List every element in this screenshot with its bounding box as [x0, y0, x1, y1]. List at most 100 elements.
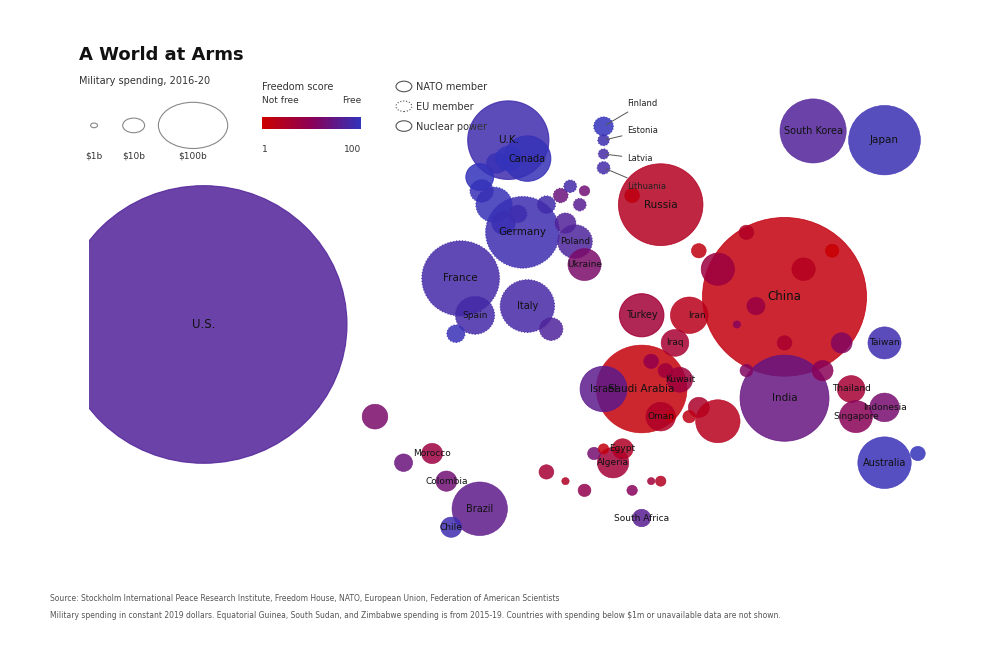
Circle shape — [701, 253, 735, 285]
Circle shape — [620, 294, 664, 337]
Circle shape — [691, 244, 706, 258]
Circle shape — [455, 296, 495, 334]
Text: EU member: EU member — [416, 102, 473, 112]
Text: Australia: Australia — [863, 458, 906, 468]
Text: A World at Arms: A World at Arms — [79, 46, 244, 64]
Text: Colombia: Colombia — [425, 477, 467, 486]
Circle shape — [647, 478, 654, 484]
Circle shape — [644, 354, 658, 368]
Circle shape — [777, 336, 792, 350]
Text: $1b: $1b — [85, 152, 103, 161]
Circle shape — [485, 197, 559, 268]
Circle shape — [557, 224, 592, 258]
Circle shape — [619, 164, 703, 246]
Circle shape — [362, 404, 388, 429]
Text: Finland: Finland — [606, 99, 657, 125]
Circle shape — [466, 164, 494, 191]
Text: Iraq: Iraq — [666, 339, 684, 347]
Circle shape — [868, 327, 901, 359]
Text: U.S.: U.S. — [192, 318, 215, 331]
Text: Free: Free — [343, 96, 361, 105]
Text: Latvia: Latvia — [606, 154, 652, 163]
Text: Saudi Arabia: Saudi Arabia — [609, 384, 675, 394]
Circle shape — [667, 368, 693, 392]
Circle shape — [539, 465, 553, 479]
Circle shape — [561, 478, 569, 484]
Text: Source: Stockholm International Peace Research Institute, Freedom House, NATO, E: Source: Stockholm International Peace Re… — [50, 594, 559, 603]
Text: 100: 100 — [345, 145, 361, 154]
Circle shape — [555, 213, 576, 233]
Circle shape — [509, 205, 527, 222]
Text: Oman: Oman — [647, 412, 674, 421]
Text: Indonesia: Indonesia — [862, 403, 907, 412]
Circle shape — [911, 446, 926, 461]
Text: U.K.: U.K. — [498, 135, 519, 145]
Circle shape — [579, 185, 590, 196]
Text: Lithuania: Lithuania — [606, 169, 666, 191]
Text: Kuwait: Kuwait — [664, 376, 695, 384]
Circle shape — [683, 411, 696, 423]
Circle shape — [665, 412, 675, 422]
Text: Singapore: Singapore — [833, 412, 879, 421]
Text: Brazil: Brazil — [466, 504, 493, 513]
Text: 1: 1 — [262, 145, 268, 154]
Circle shape — [588, 447, 601, 460]
Text: France: France — [444, 273, 478, 283]
Text: South Africa: South Africa — [614, 513, 669, 523]
Text: $10b: $10b — [122, 152, 146, 161]
Circle shape — [476, 187, 512, 222]
Circle shape — [780, 99, 846, 163]
Circle shape — [832, 333, 852, 353]
Text: Turkey: Turkey — [626, 310, 657, 320]
Circle shape — [394, 454, 413, 471]
Circle shape — [578, 484, 591, 496]
Text: Taiwan: Taiwan — [869, 339, 900, 347]
Circle shape — [580, 366, 627, 412]
Text: $100b: $100b — [178, 152, 208, 161]
Text: Germany: Germany — [499, 227, 546, 238]
Circle shape — [840, 401, 872, 433]
Circle shape — [486, 153, 507, 174]
Circle shape — [422, 444, 443, 463]
Text: Poland: Poland — [560, 237, 590, 246]
Circle shape — [422, 241, 500, 316]
Circle shape — [598, 149, 609, 159]
Circle shape — [492, 212, 515, 234]
Circle shape — [553, 188, 568, 203]
Text: Freedom score: Freedom score — [262, 82, 334, 92]
Circle shape — [670, 297, 708, 333]
Text: Thailand: Thailand — [832, 385, 870, 393]
Circle shape — [597, 447, 629, 478]
Circle shape — [838, 376, 865, 403]
Circle shape — [452, 482, 508, 536]
Circle shape — [596, 345, 687, 433]
Circle shape — [703, 218, 866, 376]
Circle shape — [625, 188, 640, 203]
Circle shape — [658, 364, 673, 378]
Text: Military spending in constant 2019 dollars. Equatorial Guinea, South Sudan, and : Military spending in constant 2019 dolla… — [50, 610, 780, 620]
Circle shape — [739, 225, 753, 240]
Circle shape — [568, 249, 601, 280]
Circle shape — [869, 393, 899, 422]
Circle shape — [740, 364, 752, 377]
Circle shape — [564, 180, 576, 193]
Circle shape — [467, 101, 548, 180]
Text: South Korea: South Korea — [784, 126, 842, 136]
Text: Italy: Italy — [517, 301, 538, 311]
Circle shape — [826, 244, 839, 257]
Circle shape — [661, 329, 689, 356]
Text: Egypt: Egypt — [610, 444, 636, 453]
Circle shape — [470, 180, 493, 202]
Circle shape — [540, 317, 563, 341]
Circle shape — [597, 162, 610, 174]
Circle shape — [734, 321, 741, 328]
Circle shape — [538, 196, 555, 213]
Circle shape — [792, 258, 816, 280]
Circle shape — [60, 185, 347, 463]
Circle shape — [446, 325, 465, 343]
Text: Morocco: Morocco — [413, 449, 451, 458]
Text: Israel: Israel — [590, 384, 617, 394]
Text: Estonia: Estonia — [606, 127, 658, 139]
Circle shape — [848, 106, 921, 175]
Text: Nuclear power: Nuclear power — [416, 122, 487, 132]
